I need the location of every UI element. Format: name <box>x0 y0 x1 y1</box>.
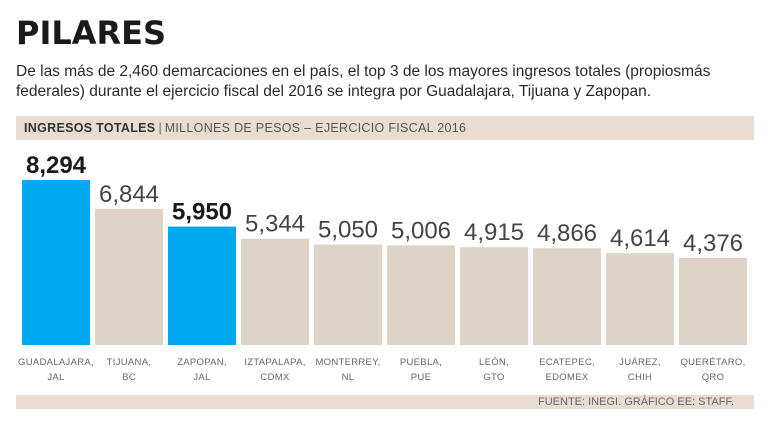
chart-unit-label: MILLONES DE PESOS – EJERCICIO FISCAL 201… <box>164 121 467 135</box>
category-label-5-0: PUEBLA, <box>400 357 442 368</box>
category-label-0-0: GUADALAJARA, <box>18 357 94 368</box>
category-label-3-0: IZTAPALAPA, <box>244 357 305 368</box>
bar-4 <box>314 244 382 345</box>
category-label-1-1: BC <box>122 372 136 383</box>
category-label-1-0: TIJUANA, <box>107 357 152 368</box>
bar-3 <box>241 238 309 345</box>
category-label-7-1: EDOMEX <box>546 372 589 383</box>
category-label-2-0: ZAPOPAN, <box>177 357 227 368</box>
chart-title: INGRESOS TOTALES <box>24 121 156 135</box>
value-label-5: 5,006 <box>391 217 451 244</box>
page-title: PILARES <box>16 14 167 52</box>
category-label-6-0: LEÓN, <box>479 357 509 368</box>
category-label-3-1: CDMX <box>260 372 290 383</box>
header-separator: | <box>158 121 162 135</box>
bar-8 <box>606 253 674 345</box>
category-label-4-0: MONTERREY, <box>315 357 380 368</box>
category-label-9-0: QUERÉTARO, <box>680 357 745 368</box>
bar-2 <box>168 226 236 345</box>
value-label-3: 5,344 <box>245 211 305 238</box>
value-label-8: 4,614 <box>610 225 670 252</box>
value-label-0: 8,294 <box>26 152 87 179</box>
category-label-2-1: JAL <box>193 372 210 383</box>
bar-6 <box>460 247 528 345</box>
value-label-1: 6,844 <box>99 181 159 208</box>
category-label-8-0: JUÁREZ, <box>619 357 661 368</box>
bar-5 <box>387 245 455 345</box>
bar-0 <box>22 180 90 345</box>
category-label-4-1: NL <box>342 372 355 383</box>
value-label-7: 4,866 <box>537 220 597 247</box>
value-label-6: 4,915 <box>464 219 524 246</box>
category-label-5-1: PUE <box>411 372 431 383</box>
source-note: FUENTE: INEGI. GRÁFICO EE: STAFF. <box>538 396 734 408</box>
bar-7 <box>533 248 601 345</box>
category-label-9-1: QRO <box>702 372 725 383</box>
value-label-2: 5,950 <box>172 199 232 226</box>
chart-header: INGRESOS TOTALES | MILLONES DE PESOS – EJE… <box>16 116 754 140</box>
category-label-7-0: ECATEPEC, <box>539 357 595 368</box>
category-label-8-1: CHIH <box>628 372 652 383</box>
category-label-6-1: GTO <box>483 372 504 383</box>
category-label-0-1: JAL <box>47 372 64 383</box>
value-label-9: 4,376 <box>683 230 743 257</box>
value-label-4: 5,050 <box>318 217 378 244</box>
subtitle: De las más de 2,460 demarcaciones en el … <box>16 63 711 100</box>
footer-band: FUENTE: INEGI. GRÁFICO EE: STAFF. <box>16 395 754 409</box>
bar-9 <box>679 257 747 345</box>
bar-chart: 8,294 GUADALAJARA, JAL 6,844 TIJUANA, BC 5,950… <box>18 152 747 383</box>
bar-1 <box>95 208 163 345</box>
